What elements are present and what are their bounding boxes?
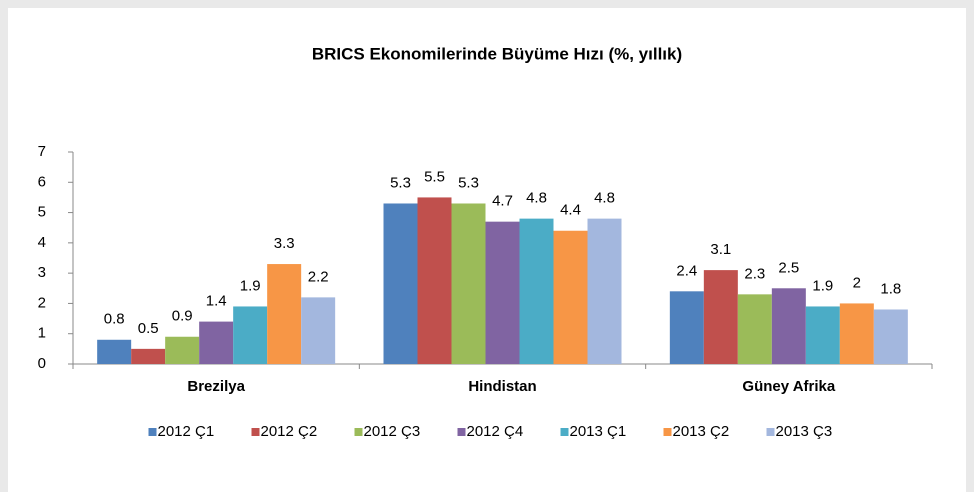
data-label: 1.4 bbox=[206, 293, 227, 310]
bar bbox=[233, 306, 268, 364]
data-label: 0.8 bbox=[104, 311, 125, 328]
bar bbox=[199, 321, 234, 364]
data-label: 1.9 bbox=[240, 277, 261, 294]
data-label: 1.8 bbox=[880, 280, 901, 297]
legend-label: 2012 Ç2 bbox=[261, 423, 318, 440]
bar bbox=[587, 218, 622, 364]
legend-swatch bbox=[148, 428, 157, 436]
legend-label: 2013 Ç2 bbox=[673, 423, 730, 440]
bar bbox=[839, 303, 874, 364]
y-tick-label: 6 bbox=[38, 173, 46, 190]
data-label: 5.3 bbox=[390, 174, 411, 191]
bar bbox=[485, 221, 520, 364]
legend-swatch bbox=[766, 428, 775, 436]
data-label: 5.5 bbox=[424, 168, 445, 185]
legend-label: 2012 Ç3 bbox=[364, 423, 421, 440]
y-tick-label: 1 bbox=[38, 325, 46, 342]
bar bbox=[771, 288, 806, 364]
y-tick-label: 5 bbox=[38, 204, 46, 221]
data-label: 2 bbox=[853, 274, 861, 291]
data-label: 2.4 bbox=[676, 262, 697, 279]
legend-swatch bbox=[560, 428, 569, 436]
bar bbox=[131, 348, 166, 364]
bar bbox=[451, 203, 486, 364]
bar bbox=[553, 230, 588, 364]
data-label: 5.3 bbox=[458, 174, 479, 191]
data-label: 2.3 bbox=[744, 265, 765, 282]
bar bbox=[805, 306, 840, 364]
bar bbox=[301, 297, 336, 364]
legend-label: 2012 Ç1 bbox=[158, 423, 215, 440]
legend-swatch bbox=[354, 428, 363, 436]
legend-label: 2013 Ç1 bbox=[570, 423, 627, 440]
data-label: 0.9 bbox=[172, 308, 193, 325]
legend-swatch bbox=[251, 428, 260, 436]
bar bbox=[383, 203, 418, 364]
bar bbox=[519, 218, 554, 364]
bar bbox=[267, 264, 302, 364]
data-label: 4.8 bbox=[526, 190, 547, 207]
data-label: 1.9 bbox=[812, 277, 833, 294]
bar bbox=[669, 291, 704, 364]
y-tick-label: 0 bbox=[38, 355, 46, 372]
y-tick-label: 3 bbox=[38, 264, 46, 281]
data-label: 3.1 bbox=[710, 241, 731, 258]
y-tick-label: 2 bbox=[38, 294, 46, 311]
bar bbox=[873, 309, 908, 364]
bar bbox=[417, 197, 452, 364]
data-label: 2.2 bbox=[308, 268, 329, 285]
data-label: 4.4 bbox=[560, 202, 581, 219]
y-tick-label: 7 bbox=[38, 143, 46, 160]
x-tick-label: Brezilya bbox=[187, 378, 245, 395]
legend-label: 2012 Ç4 bbox=[467, 423, 524, 440]
legend-label: 2013 Ç3 bbox=[776, 423, 833, 440]
data-label: 3.3 bbox=[274, 235, 295, 252]
x-tick-label: Güney Afrika bbox=[742, 378, 835, 395]
bar bbox=[703, 270, 738, 364]
y-tick-label: 4 bbox=[38, 234, 46, 251]
data-label: 2.5 bbox=[778, 259, 799, 276]
data-label: 4.8 bbox=[594, 190, 615, 207]
chart-title: BRICS Ekonomilerinde Büyüme Hızı (%, yıl… bbox=[312, 44, 682, 63]
data-label: 0.5 bbox=[138, 320, 159, 337]
x-tick-label: Hindistan bbox=[468, 378, 536, 395]
legend-swatch bbox=[457, 428, 466, 436]
bar bbox=[97, 339, 132, 364]
bar bbox=[737, 294, 772, 364]
data-label: 4.7 bbox=[492, 193, 513, 210]
legend-swatch bbox=[663, 428, 672, 436]
bar bbox=[165, 336, 200, 364]
